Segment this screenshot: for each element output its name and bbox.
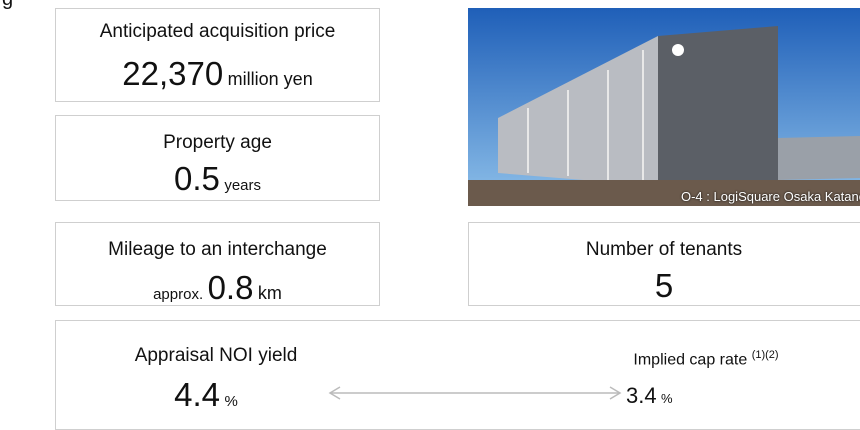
metric-card: Number of tenants 5	[468, 222, 860, 306]
metric-unit: km	[258, 283, 282, 303]
metric-card: Mileage to an interchange approx. 0.8 km	[55, 222, 380, 306]
metric-prefix: approx.	[153, 286, 203, 303]
noi-value: 4.4	[174, 376, 220, 413]
metric-value-row: approx. 0.8 km	[56, 269, 379, 307]
photo-illustration	[468, 8, 860, 206]
noi-value-row: 4.4 %	[96, 376, 316, 414]
metric-card: Anticipated acquisition price 22,370 mil…	[55, 8, 380, 102]
heading-fragment: g	[2, 0, 13, 11]
arrow	[326, 383, 626, 403]
metric-unit: million yen	[228, 69, 313, 89]
metric-label: Property age	[56, 132, 379, 154]
yield-card: Appraisal NOI yield 4.4 % Implied cap ra…	[55, 320, 860, 430]
metric-label: Anticipated acquisition price	[56, 21, 379, 43]
metric-value: 22,370	[122, 55, 223, 92]
cap-note: (1)(2)	[752, 349, 779, 361]
metric-label: Number of tenants	[469, 239, 859, 261]
metric-value: 0.5	[174, 160, 220, 197]
metric-value-row: 22,370 million yen	[56, 55, 379, 93]
photo-caption: O-4 : LogiSquare Osaka Katano	[681, 189, 860, 204]
cap-value: 3.4	[626, 383, 657, 408]
metric-label: Mileage to an interchange	[56, 239, 379, 261]
cap-label: Implied cap rate	[633, 351, 747, 368]
page: {"header": {"title_fragment": "g"}, "met…	[0, 0, 860, 418]
metric-value-row: 0.5 years	[56, 160, 379, 198]
cap-label-row: Implied cap rate (1)(2)	[616, 349, 796, 369]
metric-value: 5	[655, 267, 673, 304]
metric-card: Property age 0.5 years	[55, 115, 380, 201]
cap-unit: %	[661, 391, 673, 406]
metric-value: 0.8	[208, 269, 254, 306]
metric-unit: years	[224, 177, 261, 194]
property-photo: O-4 : LogiSquare Osaka Katano	[468, 8, 860, 206]
cap-value-row: 3.4 %	[626, 383, 673, 409]
noi-unit: %	[224, 393, 237, 410]
noi-label: Appraisal NOI yield	[96, 345, 336, 367]
metric-value-row: 5	[469, 267, 859, 305]
